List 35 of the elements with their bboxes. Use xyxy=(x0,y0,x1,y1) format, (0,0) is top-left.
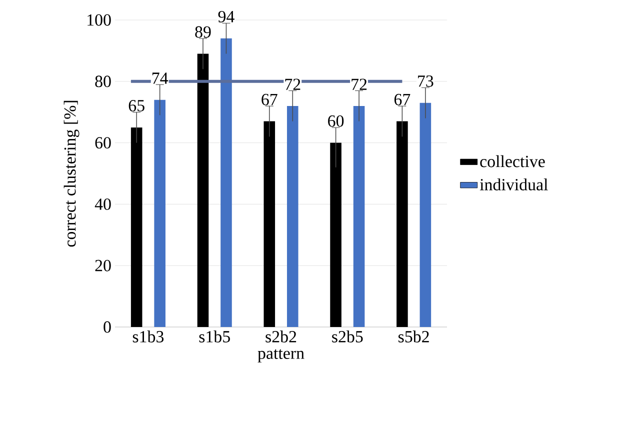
legend-label: collective xyxy=(480,155,545,168)
bar xyxy=(330,142,342,327)
data-label: 65 xyxy=(128,100,144,112)
y-tick-label: 60 xyxy=(95,137,111,149)
y-tick-label: 40 xyxy=(94,198,111,210)
bar xyxy=(396,121,408,327)
x-tick-label: s2b5 xyxy=(332,330,363,342)
y-axis-title: correct clustering [%] xyxy=(64,100,80,247)
bar xyxy=(353,106,365,327)
data-label: 72 xyxy=(352,78,367,90)
x-tick-label: s1b3 xyxy=(132,330,164,342)
bar xyxy=(220,38,232,327)
x-axis-title: pattern xyxy=(258,349,304,362)
y-tick-label: 80 xyxy=(95,76,111,88)
bar xyxy=(264,121,276,327)
x-tick-label: s2b2 xyxy=(266,330,296,342)
data-label: 67 xyxy=(262,94,278,106)
x-tick-label: s1b5 xyxy=(199,330,230,342)
bar xyxy=(286,106,298,327)
bar xyxy=(420,102,432,327)
y-tick-label: 100 xyxy=(88,14,111,26)
data-label: 89 xyxy=(195,26,211,38)
data-label: 94 xyxy=(218,10,234,22)
legend-label: individual xyxy=(480,178,548,190)
y-tick-label: 20 xyxy=(95,260,111,272)
bar xyxy=(197,54,209,327)
bar xyxy=(154,100,166,327)
data-label: 72 xyxy=(285,78,300,90)
data-label: 67 xyxy=(394,94,410,106)
y-tick-label: 0 xyxy=(104,321,111,333)
x-tick-label: s5b2 xyxy=(398,330,429,342)
data-label: 60 xyxy=(328,115,344,127)
data-label: 73 xyxy=(418,75,434,87)
data-label: 74 xyxy=(152,72,168,84)
bar xyxy=(130,127,142,327)
